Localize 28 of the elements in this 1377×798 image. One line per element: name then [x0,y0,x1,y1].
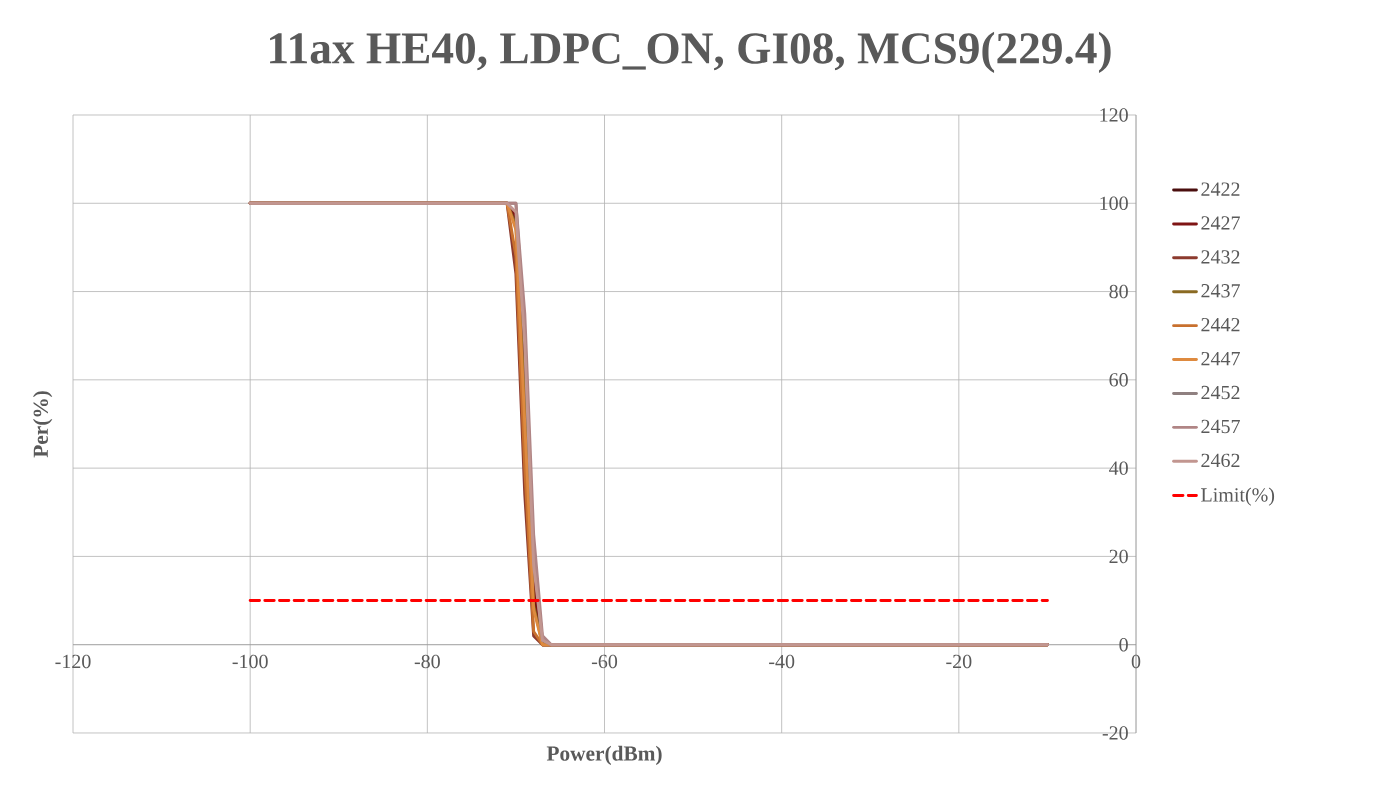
y-tick-label: 40 [1109,461,1128,475]
legend-label: 2462 [1201,453,1240,468]
x-tick-label: 0 [1131,654,1141,669]
y-axis-title: Per(%) [32,391,53,458]
y-tick-label: 80 [1109,284,1128,299]
x-tick-label: -40 [769,654,795,669]
legend-label: 2457 [1201,419,1240,434]
x-tick-label: -60 [591,654,618,669]
x-tick-label: -120 [55,654,91,669]
y-tick-label: 100 [1100,196,1128,211]
legend-label: 2437 [1201,284,1240,298]
y-tick-label: 0 [1119,637,1128,652]
x-tick-label: -100 [232,654,268,669]
y-tick-label: 120 [1100,108,1128,122]
legend-label: 2432 [1201,250,1240,264]
legend-label: 2422 [1201,182,1240,196]
x-axis-title: Power(dBm) [546,745,662,766]
y-tick-label: -20 [1102,726,1128,740]
legend-label: 2427 [1201,216,1240,230]
legend-label: 2442 [1201,318,1240,332]
x-tick-label: -80 [414,654,440,669]
chart-title: 11ax HE40, LDPC_ON, GI08, MCS9(229.4) [270,31,1111,73]
legend-label: 2447 [1201,351,1240,366]
y-tick-label: 20 [1109,549,1128,564]
x-tick-label: -20 [946,654,972,669]
legend-label: 2452 [1201,385,1240,400]
y-tick-label: 60 [1109,373,1128,387]
legend-label: Limit(%) [1201,487,1275,506]
